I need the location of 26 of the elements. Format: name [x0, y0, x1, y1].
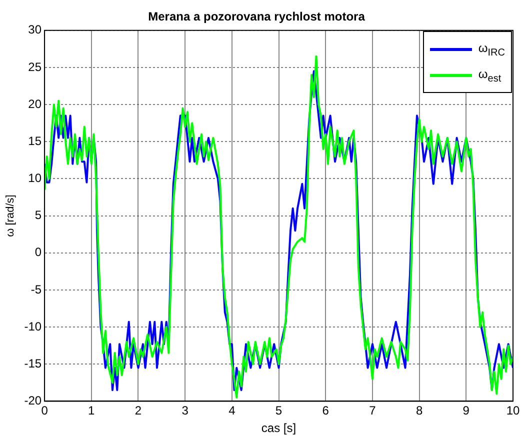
x-tick-label: 3 — [182, 404, 189, 418]
chart-title: Merana a pozorovana rychlost motora — [148, 10, 366, 24]
y-axis-title: ω [rad/s] — [4, 194, 17, 237]
x-tick-label: 7 — [369, 404, 376, 418]
x-tick-label: 5 — [275, 404, 282, 418]
y-tick-label: 20 — [28, 96, 42, 111]
y-tick-label: 30 — [28, 22, 42, 37]
x-tick-label: 6 — [322, 404, 330, 418]
x-tick-label: 1 — [88, 404, 96, 418]
x-tick-label: 2 — [134, 404, 142, 418]
y-tick-label: 25 — [28, 60, 42, 74]
x-tick-label: 8 — [416, 404, 423, 418]
y-tick-label: -10 — [24, 319, 42, 334]
y-tick-label: -15 — [24, 356, 42, 370]
legend-label: ω$_{est}$ — [478, 66, 502, 84]
x-tick-label: 10 — [506, 404, 520, 418]
legend-label: ω$_{IRC}$ — [478, 40, 505, 58]
x-tick-label: 4 — [228, 404, 236, 418]
y-tick-label: 10 — [28, 171, 42, 186]
y-tick-label: -20 — [24, 394, 42, 408]
y-tick-label: 15 — [28, 134, 42, 148]
y-tick-label: 5 — [34, 208, 42, 222]
x-axis-title: cas [s] — [261, 421, 296, 436]
y-tick-label: -5 — [30, 282, 42, 296]
y-tick-label: 0 — [34, 245, 42, 260]
x-tick-label: 9 — [462, 404, 470, 418]
